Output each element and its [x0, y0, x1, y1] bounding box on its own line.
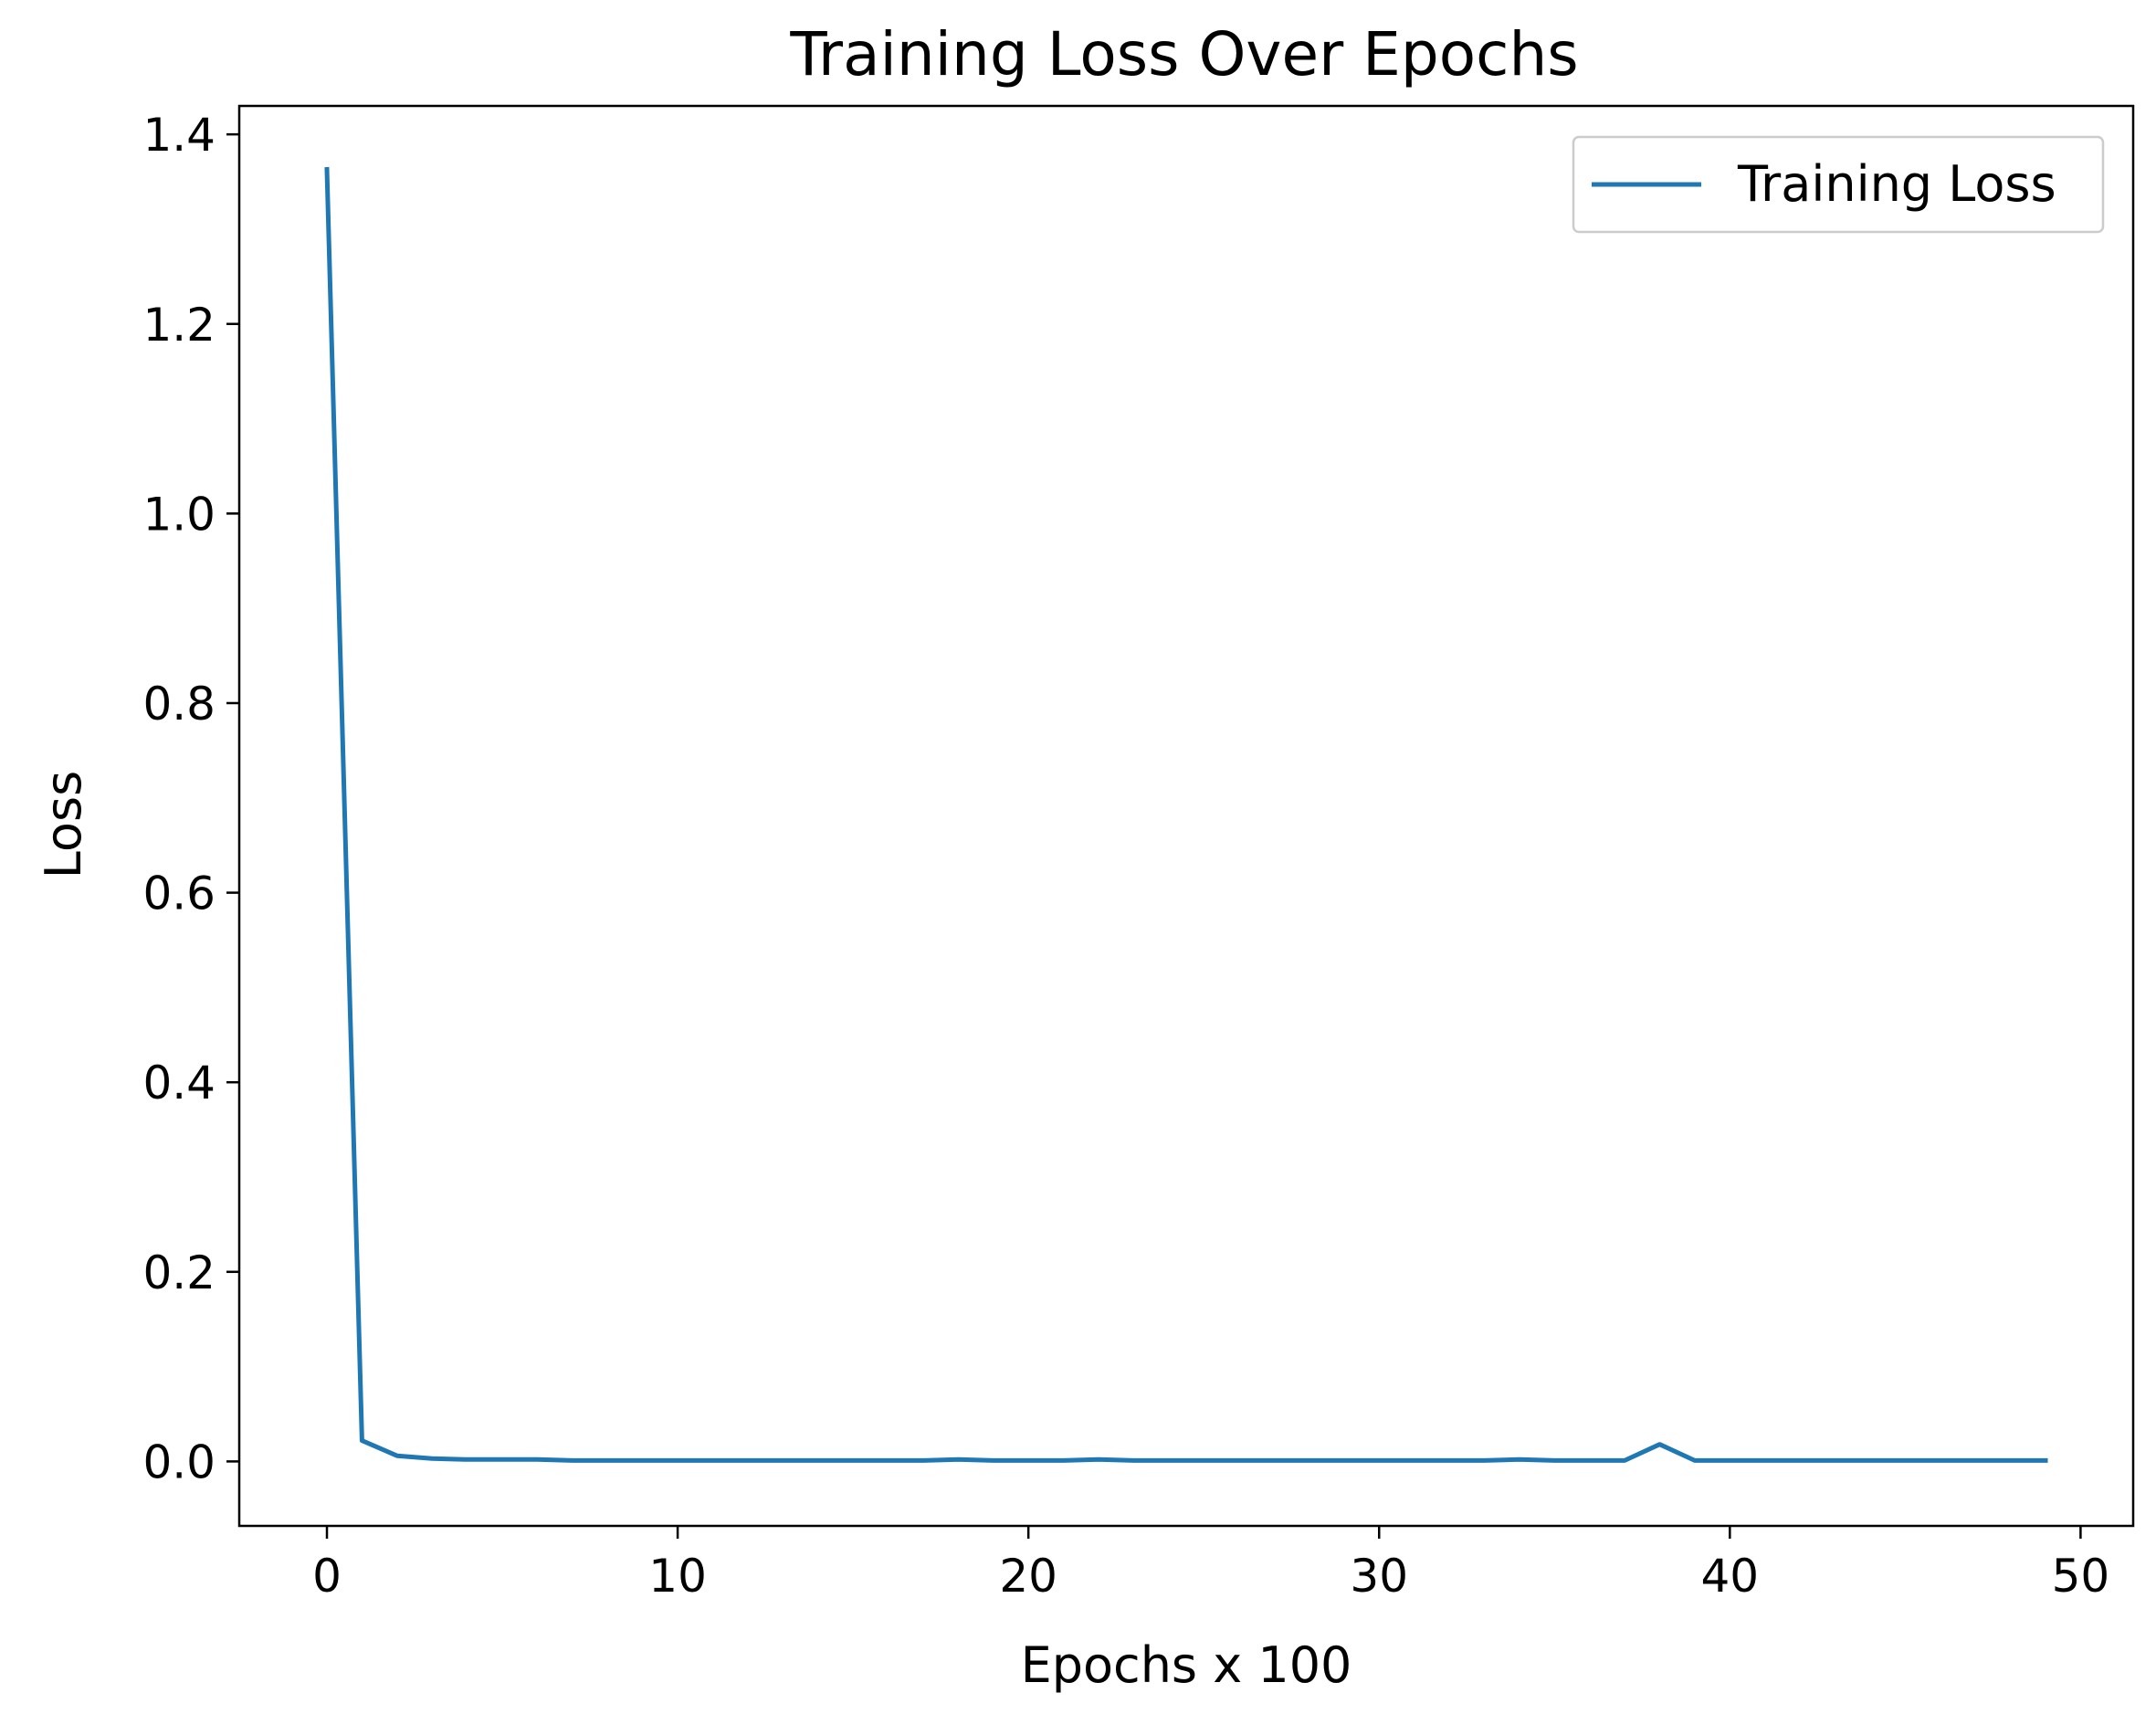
y-tick-label: 1.2	[142, 299, 216, 352]
x-tick-label: 40	[1701, 1550, 1760, 1603]
axes-frame	[237, 104, 2135, 1528]
x-tick-label: 20	[999, 1550, 1057, 1603]
chart-title: Training Loss Over Epochs	[789, 19, 1578, 89]
y-tick-label: 0.0	[142, 1435, 216, 1488]
legend: Training Loss	[1572, 135, 2105, 234]
series-line-0	[324, 166, 2048, 1463]
y-axis: 0.0 0.2 0.4 0.6 0.8 1.0 1.2 1.4	[142, 109, 239, 1488]
y-tick-label: 0.8	[142, 678, 216, 731]
y-axis-label: Loss	[35, 771, 92, 878]
x-tick-label: 0	[312, 1550, 342, 1603]
legend-label: Training Loss	[1737, 155, 2056, 213]
x-tick-label: 50	[2052, 1550, 2110, 1603]
x-axis: 0 10 20 30 40 50	[312, 1526, 2109, 1603]
y-tick-label: 1.4	[142, 109, 216, 162]
legend-box	[1572, 135, 2105, 234]
y-tick-label: 0.2	[142, 1246, 216, 1299]
y-tick-label: 1.0	[142, 488, 216, 541]
y-tick-label: 0.6	[142, 868, 216, 920]
x-tick-label: 30	[1350, 1550, 1408, 1603]
x-tick-label: 10	[648, 1550, 707, 1603]
plot-area	[324, 166, 2048, 1463]
x-axis-label: Epochs x 100	[1021, 1636, 1352, 1694]
y-tick-label: 0.4	[142, 1057, 216, 1109]
